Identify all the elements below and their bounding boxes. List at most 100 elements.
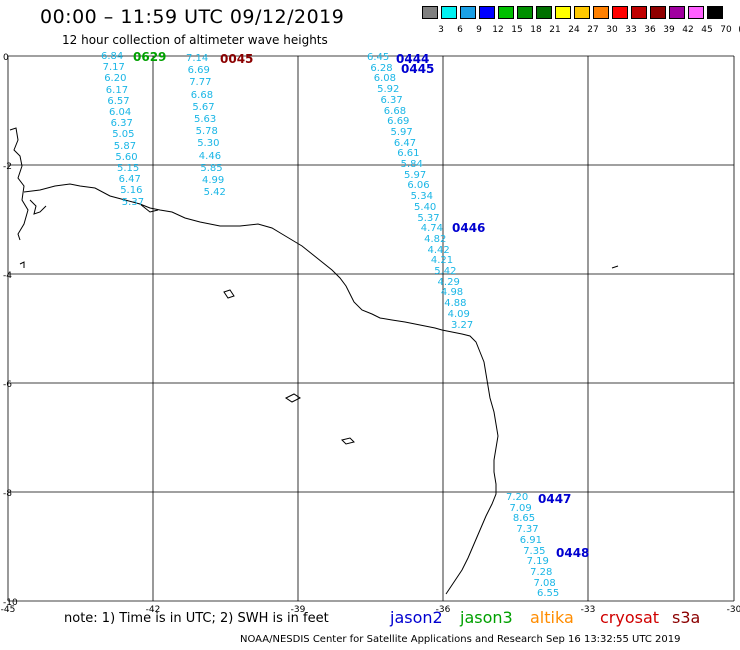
wave-height-value: 6.04 [109,107,132,118]
pass-id-label: 0446 [452,221,486,235]
legend-swatch [555,6,571,19]
wave-height-value: 6.06 [407,180,430,192]
wave-height-value: 7.17 [102,62,125,74]
wave-height-value: 5.15 [117,163,140,174]
legend-swatch [688,6,704,19]
wave-height-value: 5.42 [203,187,226,199]
wave-height-value: 4.21 [430,255,454,267]
wave-height-value: 4.88 [444,298,467,310]
pass-id-label: 0447 [538,492,572,506]
legend-label: 27 [587,25,599,35]
satellite-s3a: s3a [672,608,701,627]
legend-swatch [441,6,457,19]
wave-height-value: 6.55 [536,588,560,600]
wave-height-value: 6.45 [367,52,390,63]
wave-height-value: 6.17 [105,84,129,96]
wave-height-value: 4.29 [437,276,460,288]
legend-label: 9 [476,25,482,35]
island [223,289,235,299]
pass-id-label: 0045 [220,52,254,66]
legend-label: 30 [606,25,618,35]
satellite-cryosat: cryosat [600,608,660,627]
wave-height-value: 6.57 [107,95,130,107]
wave-height-value: 7.09 [509,502,532,514]
legend-label: (ft) [733,25,740,35]
wave-height-value: 6.28 [370,62,393,74]
wave-height-value: 6.69 [387,116,410,128]
wave-height-value: 7.28 [530,566,553,578]
wave-height-value: 5.05 [112,129,135,141]
x-tick-label: -39 [291,605,306,615]
legend-swatch [650,6,666,19]
wave-height-value: 3.27 [451,319,474,331]
x-tick-label: -30 [727,605,740,615]
legend-label: 42 [682,25,694,35]
wave-height-value: 5.92 [377,84,400,96]
wave-height-value: 5.42 [434,266,457,277]
note-text: note: 1) Time is in UTC; 2) SWH is in fe… [64,611,329,626]
wave-height-value: 4.74 [420,223,444,235]
pass-id-label: 0448 [556,546,590,560]
island [285,393,301,403]
legend-label: 39 [663,25,675,35]
y-tick-label: 0 [3,53,9,63]
wave-height-value: 4.46 [198,150,222,162]
wave-height-value: 5.40 [414,201,437,213]
wave-height-value: 7.14 [186,53,209,64]
x-tick-label: -33 [581,605,596,615]
legend-swatch [517,6,533,19]
wave-height-value: 5.37 [121,196,145,208]
wave-height-value: 6.08 [373,73,396,85]
wave-height-value: 5.85 [200,162,223,174]
wave-height-value: 7.35 [523,545,546,557]
x-tick-label: -36 [436,605,451,615]
x-tick-label: -42 [146,605,161,615]
legend-swatch [422,6,438,19]
legend-swatch [536,6,552,19]
wave-height-value: 5.37 [417,212,440,224]
legend-label: 45 [701,25,713,35]
wave-height-value: 5.67 [192,101,215,113]
wave-height-value: 6.84 [101,51,124,62]
wave-height-value: 6.69 [187,65,210,77]
legend-label: 36 [644,25,656,35]
legend-label: 3 [438,25,444,35]
coast-detail [9,127,159,241]
legend-swatch [574,6,590,19]
legend-swatch [498,6,514,19]
wave-height-value: 7.20 [506,492,529,503]
island [611,265,619,269]
wave-height-value: 6.47 [393,137,417,149]
wave-height-value: 5.97 [403,169,427,181]
legend-label: 15 [511,25,523,35]
wave-height-value: 5.84 [400,159,423,170]
wave-height-value: 6.37 [380,94,403,106]
wave-height-value: 6.91 [519,534,543,546]
legend-swatch [707,6,723,19]
wave-height-value: 4.09 [447,308,470,320]
wave-height-value: 4.82 [424,233,447,245]
wave-height-value: 6.47 [118,174,141,186]
wave-height-value: 6.68 [383,105,407,117]
island [19,261,25,268]
wave-height-value: 5.78 [195,126,218,138]
legend-label: 24 [568,25,580,35]
y-tick-label: -4 [3,271,12,281]
wave-height-value: 6.61 [397,148,420,160]
legend-swatch [479,6,495,19]
wave-height-value: 6.20 [104,73,127,85]
satellite-jason2: jason2 [390,608,443,627]
coastline [23,183,499,595]
wave-height-value: 7.19 [526,556,549,568]
map-subtitle: 12 hour collection of altimeter wave hei… [62,33,328,47]
wave-height-value: 7.77 [189,77,212,89]
lat-lon-grid: -45 -42 -39 -36 -33 -30 0 -2 -4 -6 -8 -10 [1,53,740,615]
legend-label: 70 [720,25,732,35]
satellite-jason3: jason3 [460,608,513,627]
legend-label: 21 [549,25,561,35]
wave-height-value: 6.37 [110,118,133,130]
wave-height-value: 6.68 [190,89,214,101]
legend-swatch [631,6,647,19]
wave-height-value: 5.97 [390,126,413,138]
island [341,437,355,445]
